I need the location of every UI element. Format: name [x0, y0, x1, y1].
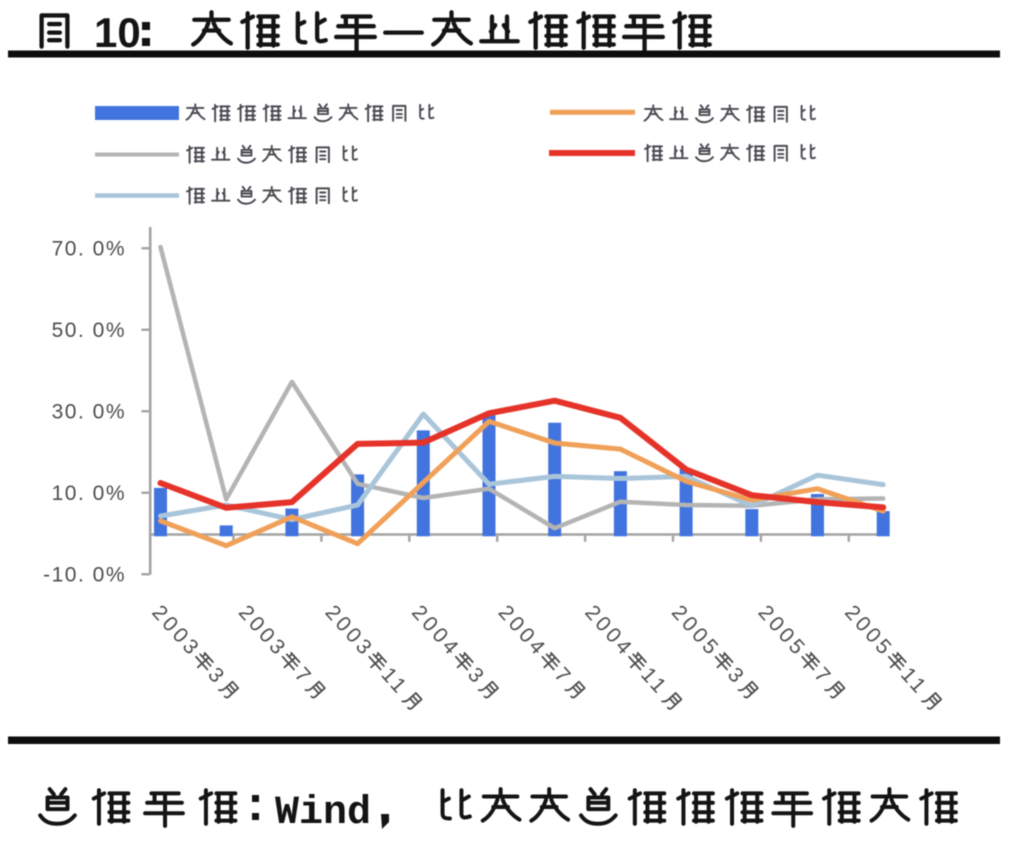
svg-text:30. 0%: 30. 0% — [52, 401, 126, 424]
svg-text:-10. 0%: -10. 0% — [43, 564, 126, 587]
svg-text:70. 0%: 70. 0% — [52, 238, 126, 261]
svg-text:Wind: Wind — [275, 791, 371, 836]
svg-text:10. 0%: 10. 0% — [52, 482, 126, 505]
svg-text:50. 0%: 50. 0% — [52, 319, 126, 342]
svg-text:10: 10 — [94, 9, 141, 56]
